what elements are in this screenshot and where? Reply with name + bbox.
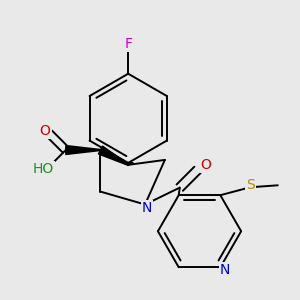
Text: O: O [40, 124, 50, 138]
Text: N: N [142, 202, 152, 215]
Text: F: F [124, 37, 132, 51]
Polygon shape [98, 146, 128, 165]
Text: HO: HO [32, 162, 54, 176]
Text: S: S [246, 178, 254, 192]
Text: N: N [220, 263, 230, 277]
Text: O: O [200, 158, 211, 172]
Polygon shape [66, 146, 100, 154]
